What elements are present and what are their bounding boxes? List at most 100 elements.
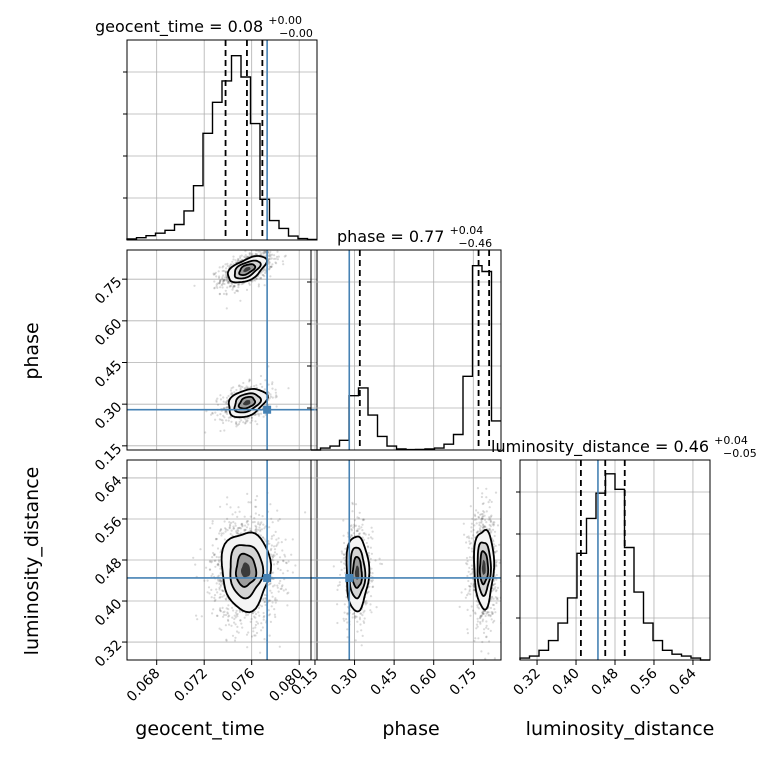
sample-point — [482, 525, 485, 529]
sample-point — [225, 276, 228, 279]
sample-point — [332, 565, 335, 568]
sample-point — [235, 289, 238, 292]
sample-point — [212, 608, 215, 611]
sample-point — [227, 416, 230, 419]
sample-point — [260, 521, 263, 524]
sample-point — [488, 517, 492, 520]
sample-point — [226, 286, 229, 289]
sample-point — [240, 532, 243, 535]
sample-point — [216, 403, 220, 406]
sample-point — [274, 530, 277, 534]
y-tick-label-phase: 0.60 — [92, 316, 125, 349]
sample-point — [264, 413, 267, 416]
sample-point — [480, 520, 483, 523]
sample-point — [271, 244, 273, 246]
sample-point — [222, 274, 225, 277]
sample-point — [273, 608, 276, 611]
y-tick-label-phase: 0.45 — [92, 358, 125, 391]
sample-point — [467, 579, 470, 583]
sample-point — [491, 603, 494, 607]
sample-point — [342, 557, 345, 560]
sample-point — [258, 513, 261, 517]
sample-point — [265, 245, 267, 247]
sample-point — [254, 253, 257, 256]
sample-point — [249, 620, 252, 624]
sample-point — [487, 501, 490, 504]
sample-point — [277, 537, 280, 540]
sample-point — [213, 272, 216, 276]
sample-point — [361, 614, 364, 617]
sample-point — [491, 611, 494, 614]
sample-point — [246, 420, 249, 423]
sample-point — [226, 611, 229, 614]
sample-point — [362, 532, 365, 535]
sample-point — [241, 626, 244, 629]
sample-point — [221, 283, 224, 286]
sample-point — [356, 630, 359, 633]
sample-point — [210, 596, 213, 599]
sample-point — [232, 258, 235, 261]
sample-point — [253, 634, 256, 637]
sample-point — [222, 282, 225, 285]
sample-point — [487, 652, 490, 655]
ylabel-luminosity-distance: luminosity_distance — [21, 467, 43, 656]
sample-point — [257, 414, 261, 417]
sample-point — [495, 589, 498, 592]
sample-point — [233, 391, 236, 394]
sample-point — [224, 273, 227, 276]
sample-point — [227, 282, 230, 285]
sample-point — [468, 566, 471, 570]
sample-point — [262, 523, 265, 526]
sample-point — [494, 550, 497, 554]
sample-point — [473, 639, 476, 643]
sample-point — [216, 414, 219, 417]
sample-point — [248, 252, 251, 255]
sample-point — [258, 523, 261, 527]
sample-point — [245, 526, 249, 529]
y-tick-label-phase: 0.15 — [92, 441, 125, 474]
sample-point — [484, 610, 487, 613]
sample-point — [237, 631, 240, 634]
sample-point — [270, 558, 274, 561]
title-luminosity-distance-sub: −0.05 — [723, 447, 757, 460]
sample-point — [340, 568, 343, 572]
sample-point — [223, 416, 226, 419]
sample-point — [254, 524, 257, 528]
sample-point — [472, 534, 475, 537]
sample-point — [494, 596, 497, 599]
sample-point — [363, 617, 366, 620]
sample-point — [254, 498, 257, 502]
sample-point — [263, 601, 266, 604]
sample-point — [487, 611, 490, 614]
sample-point — [479, 525, 482, 528]
sample-point — [246, 613, 249, 616]
sample-point — [495, 601, 498, 605]
title-luminosity-distance: luminosity_distance = 0.46 +0.04 −0.05 — [491, 429, 757, 460]
sample-point — [269, 599, 272, 602]
sample-point — [224, 624, 227, 627]
sample-point — [369, 536, 372, 539]
sample-point — [224, 613, 228, 617]
sample-point — [196, 618, 199, 621]
sample-point — [218, 586, 221, 590]
y-tick-label-luminosity_distance: 0.48 — [92, 555, 125, 588]
sample-point — [240, 254, 243, 257]
sample-point — [260, 629, 263, 632]
sample-point — [220, 580, 224, 583]
sample-point — [241, 385, 244, 389]
sample-point — [469, 593, 472, 596]
sample-point — [221, 276, 224, 279]
sample-point — [245, 521, 248, 524]
sample-point — [350, 534, 353, 538]
sample-point — [478, 617, 481, 620]
sample-point — [479, 528, 482, 532]
sample-point — [220, 418, 223, 421]
sample-point — [264, 244, 266, 246]
xlabel-phase: phase — [382, 718, 439, 740]
sample-point — [234, 616, 237, 619]
sample-point — [336, 588, 339, 592]
sample-point — [222, 421, 225, 425]
sample-point — [199, 548, 202, 551]
sample-point — [234, 611, 237, 614]
sample-point — [480, 614, 483, 617]
